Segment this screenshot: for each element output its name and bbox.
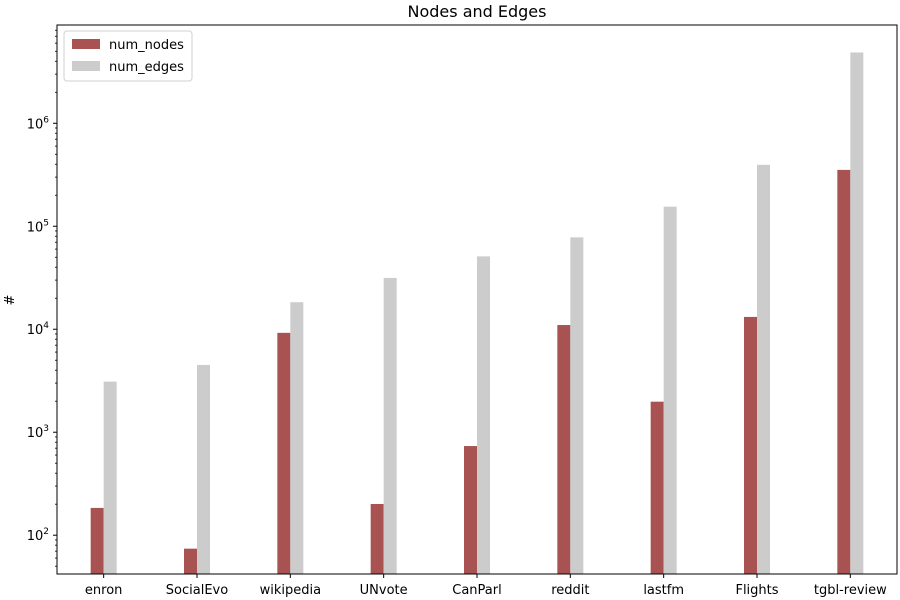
x-tick-label: enron — [85, 583, 123, 598]
bar-num_edges-tgbl-review — [850, 52, 864, 575]
y-tick-label: 103 — [27, 424, 49, 441]
bar-num_nodes-SocialEvo — [184, 548, 197, 574]
x-tick-label: Flights — [735, 583, 778, 598]
x-tick-label: CanParl — [452, 583, 501, 598]
x-tick-label: reddit — [551, 583, 589, 598]
x-tick-label: tgbl-review — [814, 583, 887, 598]
bar-num_edges-UNvote — [383, 277, 397, 574]
bar-num_nodes-lastfm — [650, 401, 664, 574]
y-tick-label: 106 — [27, 115, 50, 132]
bar-num_edges-SocialEvo — [197, 364, 210, 574]
bar-num_nodes-Flights — [744, 316, 757, 574]
bar-num_nodes-CanParl — [464, 446, 477, 574]
legend-label-num_nodes: num_nodes — [109, 38, 184, 53]
x-tick-label: UNvote — [360, 583, 408, 598]
plot-area: enron SocialEvo wikipedia UNvote CanParl redd… — [27, 29, 887, 598]
bar-num_edges-reddit — [570, 237, 584, 574]
y-tick-label: 102 — [27, 527, 49, 544]
y-tick-label: 105 — [27, 218, 49, 235]
bar-num_nodes-reddit — [557, 325, 571, 574]
chart-title: Nodes and Edges — [408, 2, 547, 21]
y-tick-label: 104 — [27, 321, 50, 338]
legend-label-num_edges: num_edges — [109, 60, 184, 75]
bar-num_nodes-enron — [90, 507, 104, 574]
bar-num_nodes-tgbl-review — [837, 169, 851, 574]
bar-num_nodes-wikipedia — [277, 332, 291, 574]
x-tick-label: wikipedia — [260, 583, 321, 598]
bar-num_edges-enron — [103, 381, 117, 574]
legend: num_nodes num_edges — [63, 30, 193, 82]
legend-swatch-num_nodes — [72, 39, 100, 49]
bar-num_edges-Flights — [757, 164, 770, 574]
plot-frame — [56, 24, 898, 575]
x-tick-label: SocialEvo — [166, 583, 228, 598]
bar-num_nodes-UNvote — [370, 503, 384, 574]
x-tick-label: lastfm — [643, 583, 684, 598]
bar-num_edges-wikipedia — [290, 302, 304, 574]
y-axis-label: # — [3, 295, 18, 306]
bar-num_edges-CanParl — [477, 256, 490, 574]
legend-swatch-num_edges — [72, 61, 100, 71]
bar-num_edges-lastfm — [663, 206, 677, 574]
